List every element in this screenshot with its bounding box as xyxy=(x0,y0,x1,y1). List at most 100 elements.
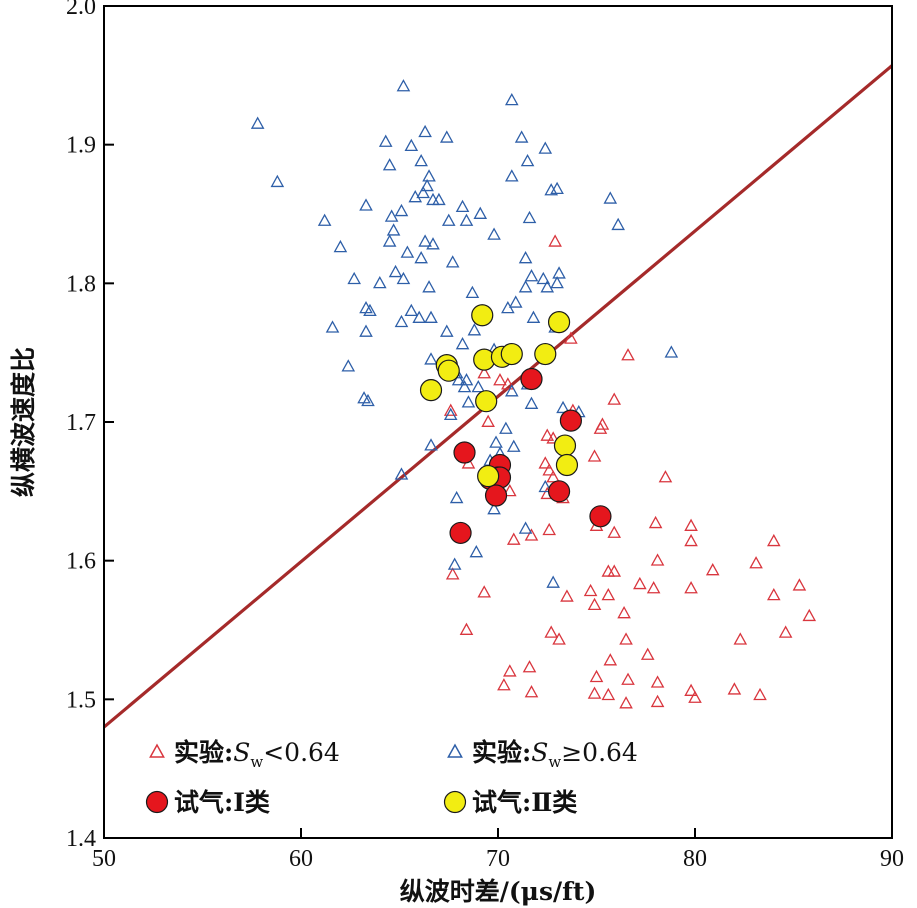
data-point xyxy=(471,304,494,327)
data-point xyxy=(520,367,543,391)
data-point xyxy=(422,280,436,293)
data-point xyxy=(469,545,484,558)
data-point xyxy=(550,275,564,289)
data-point xyxy=(536,271,551,285)
data-point xyxy=(542,463,557,476)
data-point xyxy=(372,275,387,289)
data-point xyxy=(538,141,553,154)
data-point xyxy=(548,234,562,247)
data-point xyxy=(416,185,430,199)
data-point xyxy=(534,342,557,366)
data-point xyxy=(589,505,612,528)
data-point xyxy=(506,532,521,545)
data-point xyxy=(518,251,533,264)
axis-ticks xyxy=(103,5,893,839)
data-point xyxy=(317,213,332,226)
data-point xyxy=(564,331,578,344)
x-tick-label: 80 xyxy=(683,846,707,872)
data-point xyxy=(325,320,340,333)
data-point xyxy=(538,479,553,493)
data-point xyxy=(546,431,560,444)
data-point xyxy=(437,359,460,382)
data-point xyxy=(553,434,577,457)
data-point xyxy=(621,348,635,361)
data-point xyxy=(514,130,529,143)
data-point xyxy=(778,625,793,638)
data-point xyxy=(439,130,454,143)
data-point xyxy=(684,581,698,594)
data-point xyxy=(684,533,698,547)
trend-line xyxy=(104,64,892,729)
data-point xyxy=(459,213,474,226)
data-point xyxy=(451,373,466,386)
data-point xyxy=(547,480,571,503)
data-point xyxy=(621,672,635,685)
data-point xyxy=(619,632,633,645)
trend-line-layer xyxy=(104,64,892,729)
data-point xyxy=(559,409,582,432)
data-point xyxy=(524,396,539,409)
data-point xyxy=(518,280,533,293)
data-point xyxy=(443,403,458,416)
data-point xyxy=(484,484,508,507)
data-point xyxy=(487,227,501,240)
data-point xyxy=(424,352,438,365)
data-point xyxy=(650,675,665,688)
data-point xyxy=(664,345,679,358)
data-point xyxy=(506,439,521,452)
data-point xyxy=(359,198,373,211)
x-tick-label: 70 xyxy=(486,846,510,872)
data-point xyxy=(445,255,460,268)
data-point xyxy=(587,449,602,462)
data-point xyxy=(473,206,488,219)
data-point xyxy=(447,557,462,570)
data-point xyxy=(497,678,511,691)
data-point xyxy=(441,213,456,226)
data-point xyxy=(633,576,647,590)
legend-marker xyxy=(149,743,165,758)
data-point xyxy=(363,303,377,317)
data-point xyxy=(422,169,436,182)
y-tick-label: 2.0 xyxy=(66,0,96,20)
data-point xyxy=(378,134,393,147)
data-point xyxy=(270,174,285,188)
legend-label: 实验:Sw≥0.64 xyxy=(472,738,638,771)
data-point xyxy=(733,632,748,645)
data-point xyxy=(455,199,470,213)
data-point xyxy=(520,153,535,167)
data-point xyxy=(727,682,742,695)
y-tick-label: 1.6 xyxy=(66,549,96,575)
data-point xyxy=(603,653,618,666)
data-point xyxy=(418,124,432,138)
data-point xyxy=(766,533,781,547)
data-point xyxy=(445,567,460,580)
data-point xyxy=(540,280,555,293)
data-point xyxy=(611,217,625,231)
data-point xyxy=(705,563,720,576)
data-point xyxy=(603,191,618,204)
y-tick-label: 1.5 xyxy=(66,687,96,713)
data-point xyxy=(394,203,409,217)
data-point xyxy=(504,384,519,397)
data-point xyxy=(500,342,523,366)
data-point xyxy=(386,223,401,236)
axis-tick-labels: 50 60 70 80 90 1.4 1.5 1.6 1.7 1.8 1.9 2.0 xyxy=(66,0,904,872)
data-point xyxy=(424,438,438,451)
data-point xyxy=(617,606,631,619)
data-point xyxy=(542,522,557,536)
data-point xyxy=(477,464,500,488)
legend: 实验:Sw<0.64 实验:Sw≥0.64 试气:Ⅰ类 试气:Ⅱ类 xyxy=(145,738,638,817)
data-point xyxy=(560,589,574,602)
y-tick-label: 1.8 xyxy=(66,271,96,297)
data-point xyxy=(546,575,560,588)
data-point xyxy=(544,625,558,638)
data-point xyxy=(449,521,472,545)
data-point xyxy=(489,435,503,448)
data-point xyxy=(382,158,397,171)
data-point xyxy=(477,585,492,598)
data-point xyxy=(650,694,665,708)
data-point xyxy=(503,483,517,497)
data-point xyxy=(640,647,655,660)
data-point xyxy=(524,269,539,282)
data-point xyxy=(361,393,375,407)
